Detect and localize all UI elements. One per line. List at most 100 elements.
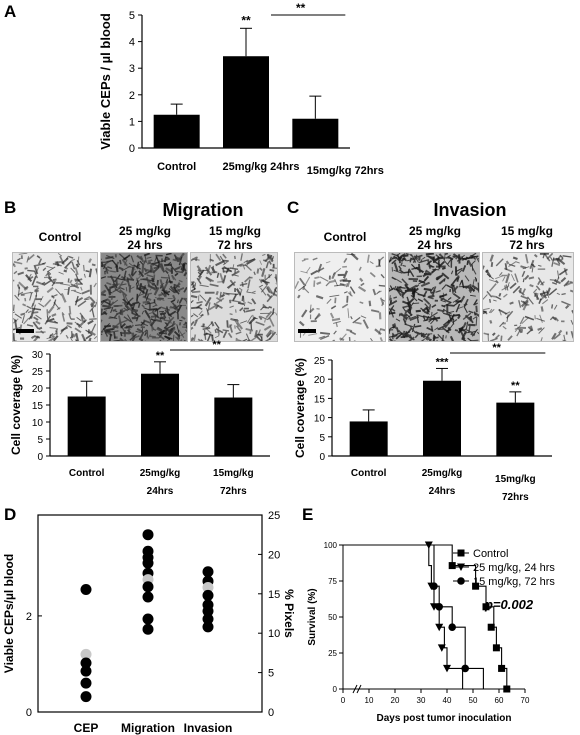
significance-label: ***: [436, 356, 450, 368]
migration-col-label-control: Control: [38, 230, 82, 244]
marker-triangle: [443, 664, 451, 673]
data-point: [142, 529, 154, 541]
invasion-micrograph-15mg: [482, 252, 574, 342]
y-tick-label-right: 25: [268, 510, 280, 522]
y-tick-label: 15: [32, 401, 44, 412]
marker-square: [472, 582, 480, 590]
migration-micrograph-15mg: [190, 252, 278, 342]
data-point: [80, 648, 92, 660]
bar: [496, 402, 535, 456]
y-axis-label: Survival (%): [307, 588, 318, 645]
axis-break: [356, 684, 362, 694]
marker-square: [492, 644, 500, 652]
significance-label: **: [212, 340, 221, 351]
y-tick-label: 4: [129, 37, 135, 49]
panel-label-b: B: [4, 198, 17, 217]
y-axis-label: Cell coverage (%): [293, 358, 307, 458]
marker-triangle: [457, 563, 465, 571]
legend-label: 15 mg/kg, 72 hrs: [473, 576, 555, 588]
x-tick-label: 30: [417, 696, 426, 705]
data-point: [142, 591, 154, 603]
y-tick-label: 0: [333, 685, 338, 694]
y-tick-label: 20: [314, 375, 326, 386]
y-tick-label: 75: [328, 577, 337, 586]
y-tick-label: 1: [129, 116, 135, 128]
invasion-title: Invasion: [433, 200, 507, 220]
category-label: 15mg/kg: [495, 474, 536, 485]
marker-square: [482, 603, 490, 611]
significance-label: **: [156, 350, 165, 362]
category-label: Control: [69, 468, 105, 479]
y-tick-label: 0: [37, 452, 43, 463]
data-point: [142, 623, 154, 635]
y-tick-label-right: 15: [268, 589, 280, 601]
category-label: 24hrs: [147, 486, 174, 497]
x-tick-label: 50: [469, 696, 478, 705]
legend-label: 25 mg/kg, 24 hrs: [473, 562, 555, 574]
marker-circle: [461, 664, 469, 673]
y-tick-label: 3: [129, 63, 135, 75]
category-label: 25mg/kg: [422, 468, 463, 479]
category-label: 25mg/kg: [140, 468, 181, 479]
data-point: [142, 613, 154, 625]
chart-b: 0 5 10 15 20 25 30 Cell coverage (%) Control 25mg…: [9, 340, 270, 497]
category-label: 15mg/kg 72hrs: [307, 165, 384, 177]
panel-label-e: E: [302, 505, 314, 524]
y-tick-label-right: 20: [268, 549, 280, 561]
category-label: CEP: [74, 721, 99, 735]
legend-label: Control: [473, 548, 508, 560]
category-label: 15mg/kg: [213, 468, 254, 479]
category-label: Control: [157, 161, 196, 173]
y-tick-label: 20: [32, 384, 44, 395]
y-tick-label: 25: [328, 649, 337, 658]
x-tick-label: 40: [443, 696, 452, 705]
plot-frame: [37, 514, 263, 713]
category-label: 24hrs: [429, 486, 456, 497]
marker-square: [487, 623, 495, 631]
y-tick-label-left: 0: [26, 707, 32, 719]
significance-label: **: [296, 1, 306, 15]
marker-square: [448, 562, 456, 570]
bar: [223, 56, 269, 149]
invasion-col-label-25mg: 25 mg/kg 24 hrs: [408, 224, 462, 252]
y-tick-label: 15: [314, 394, 326, 405]
marker-square: [498, 664, 506, 672]
data-point: [202, 589, 214, 601]
migration-micrograph-control: [12, 252, 98, 342]
p-value: p=0.002: [484, 597, 534, 612]
data-point: [202, 581, 214, 593]
bar: [292, 118, 339, 148]
y-tick-label: 2: [129, 90, 135, 102]
y-tick-label: 0: [319, 452, 325, 463]
y-tick-label: 100: [324, 541, 338, 550]
data-point: [202, 613, 214, 625]
y-axis-label: Cell coverage (%): [9, 355, 23, 455]
marker-square: [457, 549, 465, 557]
y-tick-label: 5: [129, 10, 135, 22]
chart-c: 0 5 10 15 20 25 Cell coverage (%) Control 25mg/k…: [293, 342, 552, 503]
y-tick-label: 25: [32, 367, 44, 378]
marker-triangle: [437, 644, 446, 652]
data-point: [80, 691, 92, 703]
invasion-micrograph-25mg: [388, 252, 480, 342]
data-point: [202, 605, 214, 617]
marker-triangle: [435, 623, 444, 632]
y-tick-label: 5: [37, 435, 43, 446]
migration-col-label-25mg: 25 mg/kg 24 hrs: [118, 224, 172, 252]
category-label: 72hrs: [502, 492, 529, 503]
invasion-col-label-15mg: 15 mg/kg 72 hrs: [500, 224, 554, 252]
x-tick-label: 0: [341, 696, 346, 705]
bar: [214, 397, 253, 456]
data-point: [202, 566, 214, 578]
significance-label: **: [241, 13, 251, 27]
data-point: [80, 583, 92, 595]
y-tick-label: 10: [32, 418, 44, 429]
y-tick-label-right: 0: [268, 707, 274, 719]
x-tick-label: 70: [521, 696, 530, 705]
y-tick-label: 30: [32, 350, 44, 361]
scale-bar: [16, 329, 34, 333]
y-tick-label: 5: [319, 433, 325, 444]
migration-col-label-15mg: 15 mg/kg 72 hrs: [208, 224, 262, 252]
significance-label: **: [511, 380, 520, 392]
